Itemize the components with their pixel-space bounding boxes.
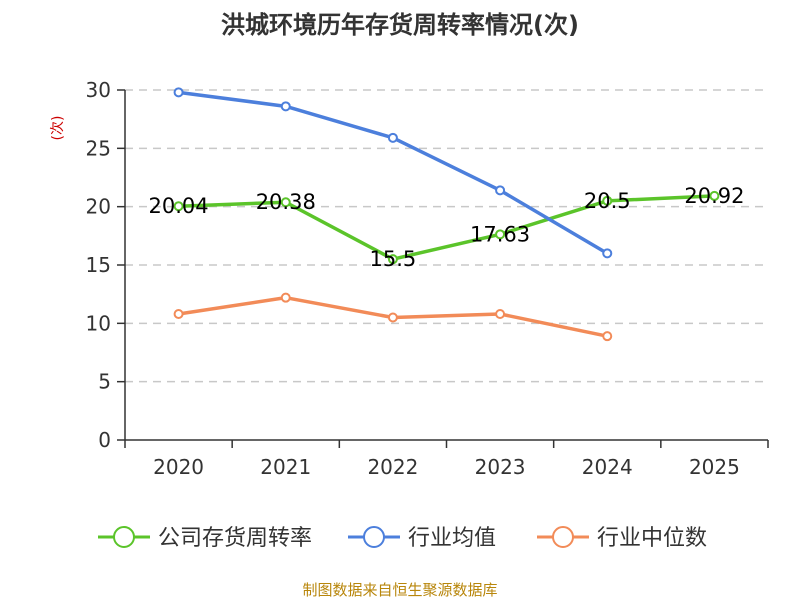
data-point — [387, 132, 398, 143]
data-label: 20.5 — [584, 189, 631, 213]
grid-layer — [125, 89, 768, 383]
y-tick-label: 5 — [98, 370, 111, 394]
x-tick-label: 2020 — [153, 455, 204, 479]
y-tick-label: 25 — [86, 136, 111, 160]
source-note: 制图数据来自恒生聚源数据库 — [302, 581, 497, 599]
y-tick-label: 20 — [86, 195, 111, 219]
data-point — [280, 101, 291, 112]
data-label: 20.38 — [256, 190, 316, 214]
data-point — [602, 331, 613, 342]
y-axis-unit: (次) — [50, 116, 66, 141]
x-tick-label: 2021 — [260, 455, 311, 479]
data-point — [280, 292, 291, 303]
data-point — [387, 312, 398, 323]
data-point — [495, 309, 506, 319]
x-tick-label: 2025 — [689, 455, 740, 479]
data-point — [602, 195, 613, 206]
data-label: 20.04 — [149, 194, 209, 218]
y-tick-label: 0 — [98, 428, 111, 452]
data-point — [173, 201, 184, 212]
data-point — [173, 87, 184, 98]
legend-item-label: 行业中位数 — [597, 526, 707, 551]
data-label: 20.92 — [684, 184, 744, 208]
legend: 公司存货周转率 行业均值 行业中位数 — [98, 526, 707, 551]
label-layer: 20.04 20.38 15.5 17.63 20.5 20.92 — [149, 184, 745, 271]
series-line-1 — [178, 90, 609, 255]
data-point — [709, 190, 720, 201]
data-point — [495, 185, 506, 196]
series-layer — [173, 87, 720, 342]
data-point — [280, 197, 291, 208]
data-point — [173, 309, 184, 319]
x-tick-label: 2023 — [475, 455, 526, 479]
data-label: 17.63 — [470, 222, 530, 246]
legend-swatch-marker — [363, 526, 385, 548]
data-point — [495, 229, 506, 240]
y-tick-label: 15 — [86, 253, 111, 277]
chart-title: 洪城环境历年存货周转率情况(次) — [221, 11, 579, 39]
x-tick-label: 2024 — [582, 455, 633, 479]
data-label: 15.5 — [370, 247, 417, 271]
legend-swatch-marker — [113, 526, 135, 548]
x-tick-label: 2022 — [367, 455, 418, 479]
data-point — [387, 254, 398, 265]
series-line-0 — [178, 194, 715, 261]
data-point — [602, 248, 613, 259]
legend-item-label: 公司存货周转率 — [158, 526, 312, 551]
legend-item-label: 行业均值 — [408, 526, 496, 551]
y-tick-label: 30 — [86, 78, 111, 102]
legend-swatch-marker — [552, 526, 574, 548]
y-tick-label: 10 — [86, 311, 111, 335]
